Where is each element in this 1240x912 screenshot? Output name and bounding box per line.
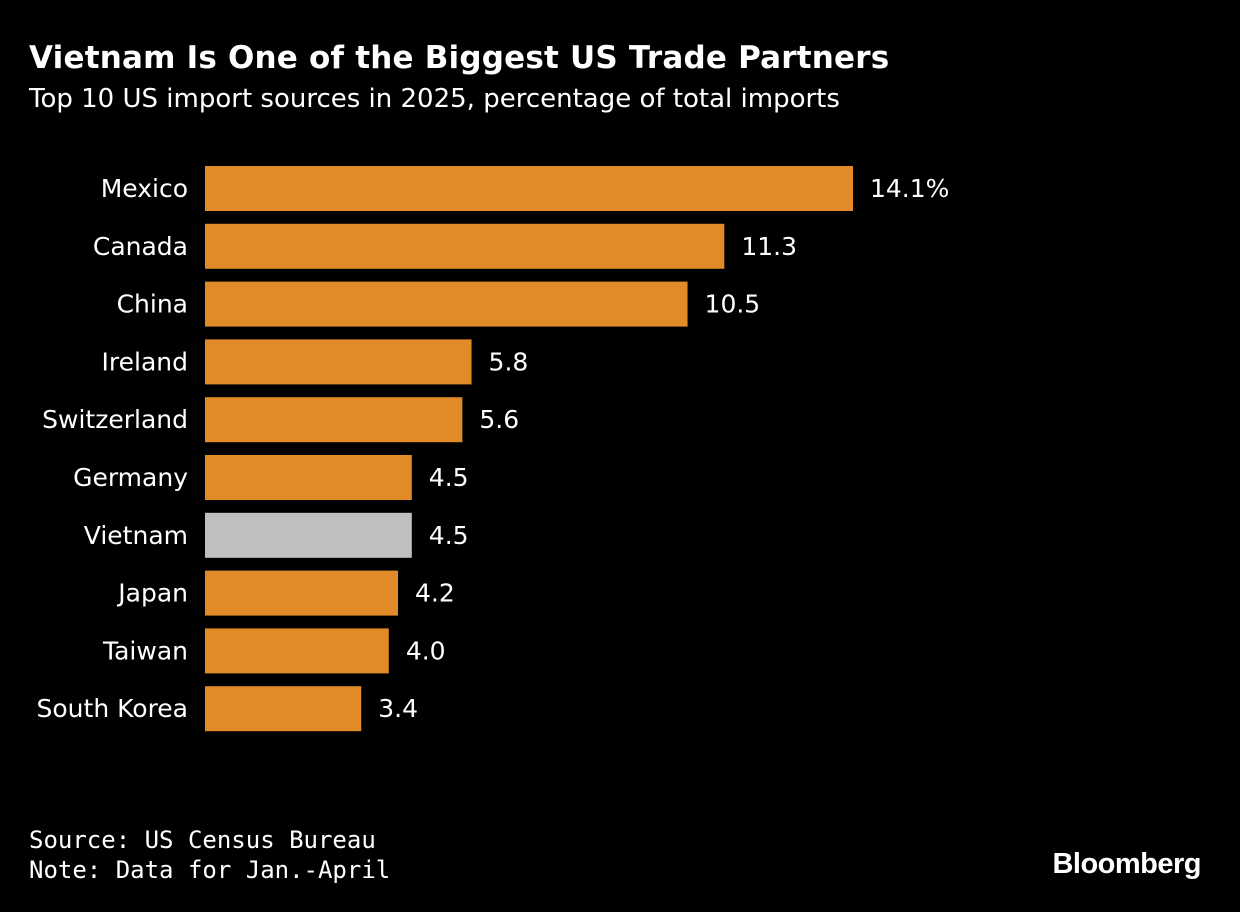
- category-label: Canada: [93, 232, 188, 261]
- value-label: 14.1%: [870, 174, 949, 203]
- value-label: 4.0: [406, 636, 446, 665]
- category-label: Taiwan: [102, 636, 188, 665]
- bar-germany: [205, 455, 412, 500]
- bloomberg-logo: Bloomberg: [1052, 848, 1201, 880]
- data-note: Note: Data for Jan.-April: [29, 856, 391, 884]
- bar-canada: [205, 223, 725, 269]
- value-label: 3.4: [378, 694, 418, 723]
- category-label: China: [117, 290, 188, 319]
- source-note: Source: US Census Bureau: [29, 826, 376, 854]
- chart-subtitle: Top 10 US import sources in 2025, percen…: [29, 84, 840, 114]
- category-label: Japan: [116, 579, 188, 608]
- category-label: Ireland: [102, 347, 188, 376]
- bar-switzerland: [205, 397, 463, 443]
- bar-china: [205, 281, 688, 327]
- category-label: South Korea: [37, 694, 188, 723]
- bar-ireland: [205, 339, 472, 385]
- value-label: 4.5: [429, 463, 469, 492]
- category-label: Vietnam: [84, 521, 188, 550]
- value-label: 4.2: [415, 579, 455, 608]
- bar-taiwan: [205, 628, 389, 674]
- bar-japan: [205, 570, 399, 616]
- bar-chart: Mexico 14.1% Canada 11.3 China 10.5 Ireland 5.8…: [37, 166, 949, 732]
- value-label: 11.3: [741, 232, 797, 261]
- value-label: 4.5: [429, 521, 469, 550]
- value-label: 5.8: [489, 347, 529, 376]
- category-label: Mexico: [101, 174, 188, 203]
- chart-title: Vietnam Is One of the Biggest US Trade P…: [29, 40, 890, 76]
- bar-mexico: [205, 166, 853, 211]
- category-label: Switzerland: [42, 405, 188, 434]
- bar-vietnam: [205, 512, 412, 558]
- bar-south-korea: [205, 686, 362, 732]
- value-label: 5.6: [479, 405, 519, 434]
- value-label: 10.5: [705, 290, 761, 319]
- category-label: Germany: [73, 463, 188, 492]
